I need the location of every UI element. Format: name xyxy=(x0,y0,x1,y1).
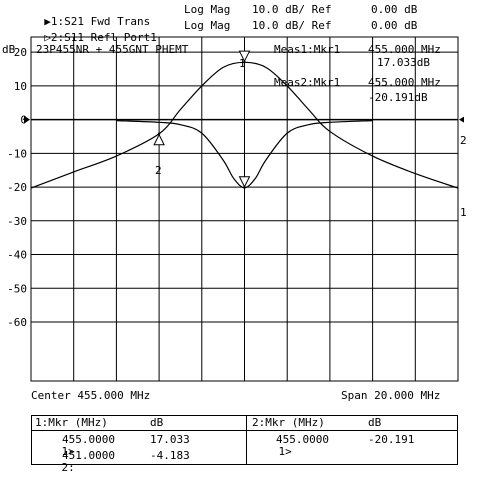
y-tick-label: 20 xyxy=(14,46,27,59)
span-frequency: Span 20.000 MHz xyxy=(341,389,441,402)
trace1-name: S21 Fwd Trans xyxy=(64,15,151,28)
marker-table-right-header: 2:Mkr (MHz) xyxy=(252,416,325,429)
marker-table: 1:Mkr (MHz) dB 2:Mkr (MHz) dB 1> 455.000… xyxy=(31,415,458,474)
row-freq: 451.0000 xyxy=(62,449,115,462)
table-row[interactable]: 1> xyxy=(252,434,292,470)
y-tick-label: 10 xyxy=(14,80,27,93)
reference-arrow-left-icon xyxy=(24,115,30,124)
trace2-scale: 10.0 dB/ Ref xyxy=(252,19,332,32)
trace2-ref: 0.00 dB xyxy=(371,19,418,32)
center-frequency: Center 455.000 MHz xyxy=(31,389,151,402)
y-tick-label: -30 xyxy=(7,215,27,228)
meas2-label: Meas2:Mkr1 xyxy=(274,76,341,89)
row-idx: 1> xyxy=(61,445,75,458)
meas1-label: Meas1:Mkr1 xyxy=(274,43,341,56)
marker-2-label: 2 xyxy=(155,164,162,177)
trace1-format: Log Mag xyxy=(184,3,231,16)
row-val: -4.183 xyxy=(150,449,190,462)
meas2-value: -20.191dB xyxy=(368,91,428,104)
y-tick-label: 0 xyxy=(20,114,27,127)
trace2-end-label: 2 xyxy=(460,134,467,147)
y-tick-label: -10 xyxy=(7,147,27,160)
marker-triangle-icon xyxy=(238,50,251,63)
chart-plot: 20 10 0 -10 -20 -30 -40 -50 -60 xyxy=(7,36,464,382)
marker-point xyxy=(157,132,161,135)
y-tick-label: -40 xyxy=(7,249,27,262)
trace2-format: Log Mag xyxy=(184,19,231,32)
row-val: 17.033 xyxy=(150,433,190,446)
row-freq: 455.0000 xyxy=(276,433,329,446)
row-idx: 1> xyxy=(278,445,292,458)
plot-markers xyxy=(24,50,464,189)
marker-table-left-header: 1:Mkr (MHz) xyxy=(35,416,108,429)
y-tick-label: -60 xyxy=(7,316,27,329)
marker-point xyxy=(243,60,246,64)
marker-triangle-icon xyxy=(238,176,251,188)
marker-1-label: 1 xyxy=(239,57,246,70)
marker-triangle-icon xyxy=(153,133,165,146)
trace1-header[interactable]: ▶1:S21 Fwd Trans xyxy=(31,4,150,28)
trace1-end-label: 1 xyxy=(460,206,467,219)
trace1-scale: 10.0 dB/ Ref xyxy=(252,3,332,16)
y-tick-label: -20 xyxy=(7,181,27,194)
trace1-ref: 0.00 dB xyxy=(371,3,418,16)
y-tick-labels: 20 10 0 -10 -20 -30 -40 -50 -60 xyxy=(7,46,27,329)
marker-point xyxy=(243,186,246,189)
plot-title: 23P455NR + 455GNT PHEMT xyxy=(36,43,189,56)
row-freq: 455.0000 xyxy=(62,433,115,446)
marker-table-left-unit: dB xyxy=(150,416,164,429)
meas1-freq: 455.000 MHz xyxy=(368,43,441,56)
reference-arrow-right-icon xyxy=(459,116,464,123)
trace1-marker: ▶1: xyxy=(44,15,65,28)
y-axis-unit: dB xyxy=(2,43,16,56)
table-row[interactable]: 1> xyxy=(35,434,75,470)
meas2-freq: 455.000 MHz xyxy=(368,76,441,89)
y-tick-label: -50 xyxy=(7,282,27,295)
marker-table-right-unit: dB xyxy=(368,416,382,429)
meas1-value: 17.033dB xyxy=(377,56,430,69)
row-val: -20.191 xyxy=(368,433,415,446)
